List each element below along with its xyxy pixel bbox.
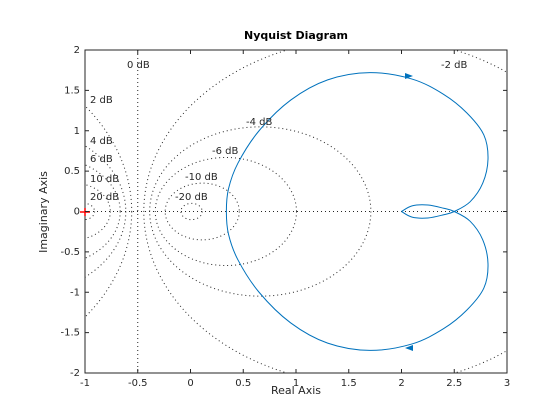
- direction-arrow: [405, 345, 413, 351]
- y-tick-label: -2: [70, 368, 80, 379]
- y-tick-label: 1: [74, 126, 80, 137]
- data-group: [225, 72, 489, 351]
- m-circle-label: -20 dB: [175, 192, 208, 203]
- m-circle-label: -10 dB: [185, 172, 218, 183]
- x-tick-label: -0.5: [128, 378, 148, 389]
- x-tick-label: 2.5: [446, 378, 462, 389]
- x-tick-label: 2: [398, 378, 404, 389]
- x-tick-label: 1.5: [341, 378, 357, 389]
- chart-title: Nyquist Diagram: [244, 29, 348, 42]
- m-circle-label: 20 dB: [90, 192, 119, 203]
- y-tick-label: -1.5: [60, 328, 80, 339]
- y-tick-label: 0: [74, 207, 80, 218]
- m-circle-label: -6 dB: [212, 146, 238, 157]
- y-tick-label: 1.5: [64, 85, 80, 96]
- x-tick-label: -1: [80, 378, 90, 389]
- m-circle-label: -4 dB: [246, 117, 272, 128]
- y-tick-label: -1: [70, 287, 80, 298]
- y-tick-label: 2: [74, 45, 80, 56]
- m-circle: [180, 202, 203, 221]
- y-tick-label: 0.5: [64, 166, 80, 177]
- m-circle-label: 4 dB: [90, 136, 113, 147]
- x-tick-label: 3: [504, 378, 510, 389]
- grid-group: [85, 50, 507, 373]
- m-circle: [143, 50, 507, 373]
- m-circle: [85, 105, 133, 318]
- y-axis-label: Imaginary Axis: [37, 171, 50, 253]
- m-circle: [85, 145, 127, 278]
- m-circle: [149, 126, 372, 297]
- x-axis-label: Real Axis: [271, 384, 321, 397]
- nyquist-curve: [225, 72, 489, 351]
- y-tick-label: -0.5: [60, 247, 80, 258]
- m-circle-label: 0 dB: [127, 60, 150, 71]
- m-circle: [85, 184, 111, 239]
- x-tick-label: 0.5: [235, 378, 251, 389]
- m-circle: [154, 156, 298, 267]
- x-tick-label: 0: [187, 378, 193, 389]
- m-circle-label: 6 dB: [90, 154, 113, 165]
- m-circle: [85, 202, 96, 221]
- x-tick-label: 1: [293, 378, 299, 389]
- m-circle-label: 2 dB: [90, 95, 113, 106]
- direction-arrow: [405, 73, 413, 79]
- m-circle-label: 10 dB: [90, 174, 119, 185]
- m-circle: [85, 164, 121, 259]
- m-circle-label: -2 dB: [441, 60, 467, 71]
